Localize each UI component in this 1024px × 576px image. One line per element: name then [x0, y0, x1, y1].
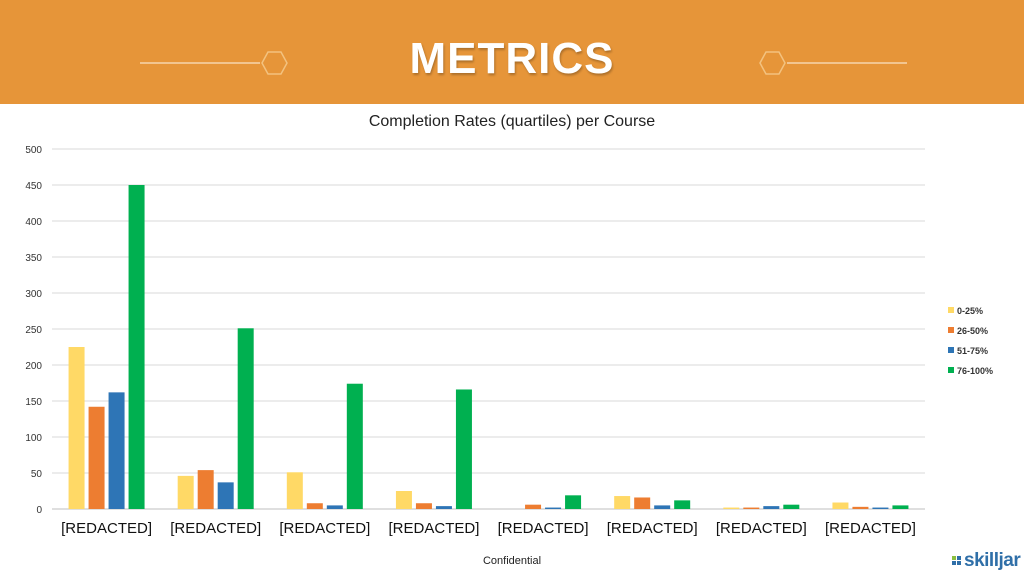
confidential-label: Confidential — [482, 555, 542, 567]
x-category-label: [REDACTED] — [279, 520, 370, 537]
x-category-label: [REDACTED] — [498, 520, 589, 537]
bar — [614, 496, 631, 509]
bar — [217, 482, 234, 509]
legend-swatch — [948, 327, 954, 333]
bar — [435, 506, 452, 509]
completion-rates-chart: Completion Rates (quartiles) per Course 0… — [25, 113, 993, 537]
banner-decoration — [140, 51, 907, 75]
x-category-label: [REDACTED] — [716, 520, 807, 537]
bar — [197, 470, 214, 509]
y-tick-label: 400 — [25, 217, 42, 228]
legend-label: 0-25% — [957, 306, 983, 316]
y-tick-label: 450 — [25, 181, 42, 192]
bar — [128, 185, 145, 509]
y-tick-label: 500 — [25, 145, 42, 156]
legend-swatch — [948, 367, 954, 373]
x-category-label: [REDACTED] — [170, 520, 261, 537]
bar — [723, 507, 740, 509]
brand-mark-icon — [952, 556, 961, 565]
brand-logo: skilljar — [952, 550, 1021, 572]
legend-swatch — [948, 347, 954, 353]
legend-swatch — [948, 307, 954, 313]
bar — [237, 328, 254, 509]
y-tick-label: 300 — [25, 289, 42, 300]
bar — [177, 475, 194, 509]
bar — [674, 500, 691, 509]
brand-name: skilljar — [964, 550, 1021, 571]
bar — [832, 502, 849, 509]
bar — [326, 505, 343, 509]
y-tick-label: 50 — [31, 469, 43, 480]
bar — [852, 506, 869, 509]
y-tick-label: 350 — [25, 253, 42, 264]
bar — [743, 507, 760, 509]
page-title: METRICS — [409, 34, 615, 83]
y-tick-label: 200 — [25, 361, 42, 372]
y-tick-label: 250 — [25, 325, 42, 336]
bar — [286, 472, 303, 509]
bar — [108, 392, 125, 509]
x-category-label: [REDACTED] — [607, 520, 698, 537]
bar — [455, 389, 472, 509]
y-tick-label: 0 — [36, 505, 42, 516]
bar — [545, 507, 562, 509]
bar — [634, 497, 651, 509]
chart-title: Completion Rates (quartiles) per Course — [369, 113, 655, 130]
right-hexagon-icon — [759, 51, 786, 75]
y-tick-label: 100 — [25, 433, 42, 444]
header-banner: METRICS — [0, 0, 1024, 104]
bar — [346, 383, 363, 509]
y-tick-label: 150 — [25, 397, 42, 408]
bar — [892, 505, 909, 509]
left-hexagon-icon — [261, 51, 288, 75]
bar — [415, 503, 432, 509]
bar — [654, 505, 671, 509]
bar — [525, 504, 542, 509]
x-category-label: [REDACTED] — [825, 520, 916, 537]
bar — [306, 503, 323, 509]
legend-label: 26-50% — [957, 326, 988, 336]
x-category-label: [REDACTED] — [389, 520, 480, 537]
bar — [395, 491, 412, 509]
bar — [783, 504, 800, 509]
bar — [68, 347, 85, 509]
bar — [763, 506, 780, 509]
legend-label: 76-100% — [957, 366, 993, 376]
bar — [565, 495, 582, 509]
bar — [88, 406, 105, 509]
x-category-label: [REDACTED] — [61, 520, 152, 537]
bar — [872, 507, 889, 509]
legend-label: 51-75% — [957, 346, 988, 356]
